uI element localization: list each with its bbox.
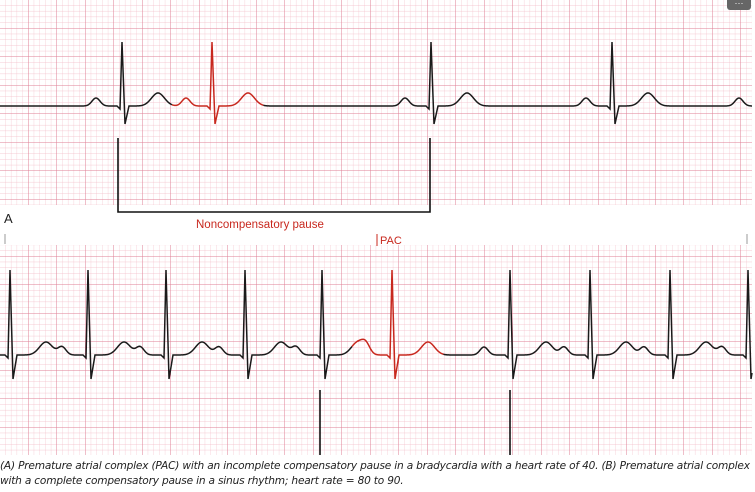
grid-b [0, 245, 752, 455]
pause-bracket [117, 138, 431, 213]
ecg-trace [0, 41, 173, 125]
ecg-figure: A Noncompensatory pause PAC [0, 0, 753, 455]
pause-annotation: Noncompensatory pause [196, 219, 324, 231]
ecg-trace [351, 269, 444, 380]
pac-marker: PAC [380, 235, 402, 247]
caption: (A) Premature atrial complex (PAC) with … [0, 460, 750, 487]
ecg-trace [0, 269, 353, 380]
ecg-trace [263, 41, 753, 125]
grid-a [0, 0, 752, 205]
panel-label: A [4, 211, 13, 226]
menu-button[interactable]: ··· [727, 0, 751, 10]
ecg-trace [443, 269, 753, 380]
ecg-trace [171, 41, 264, 125]
ecg-traces [0, 41, 753, 380]
